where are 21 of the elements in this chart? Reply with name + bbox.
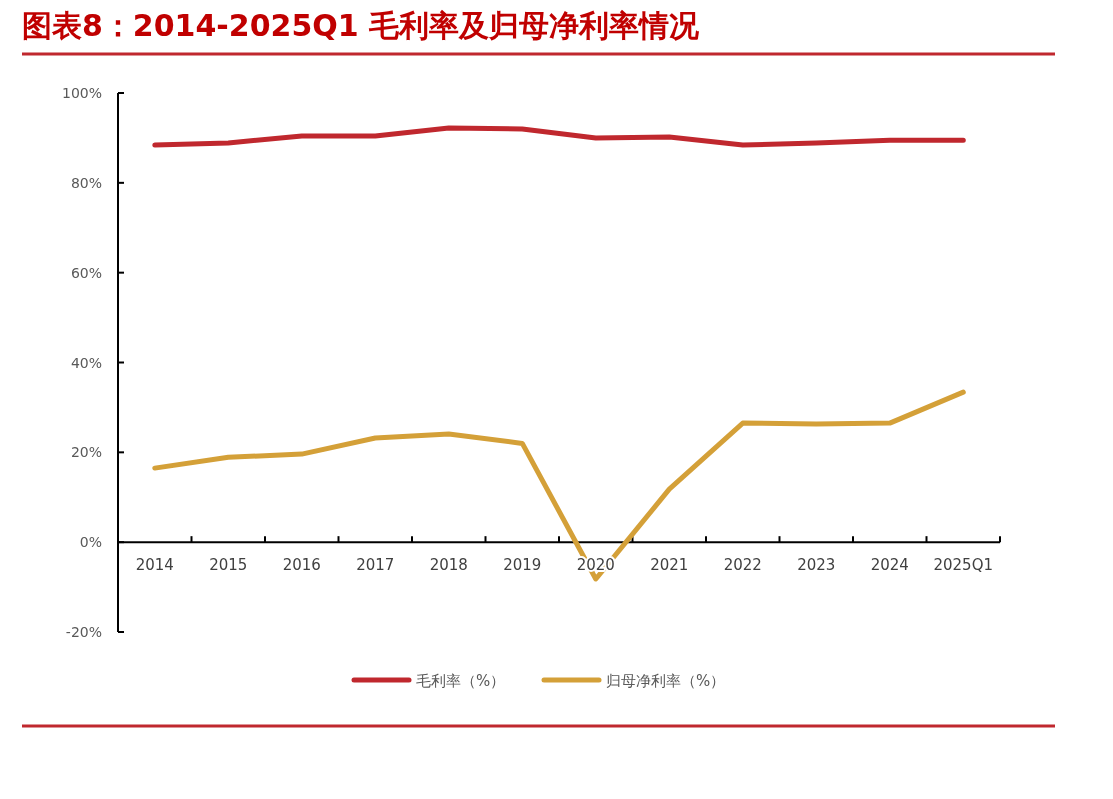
xtick: 2024 xyxy=(870,556,909,575)
title: 图表8：2014-2025Q1 毛利率及归母净利率情况 xyxy=(22,8,700,43)
ytick: 40% xyxy=(70,354,102,371)
ytick: 60% xyxy=(70,264,102,281)
xtick: 2014 xyxy=(135,556,174,575)
xtick: 2017 xyxy=(356,556,395,575)
xtick: 2025Q1 xyxy=(933,556,993,575)
ytick: 0% xyxy=(79,534,102,551)
ytick: 100% xyxy=(61,85,102,101)
xtick: 2016 xyxy=(282,556,321,575)
xtick: 2021 xyxy=(650,556,689,575)
ytick: -20% xyxy=(65,624,102,640)
xtick: 2015 xyxy=(209,556,248,575)
ytick: 20% xyxy=(70,444,102,461)
xtick: 2019 xyxy=(503,556,542,575)
xtick: 2022 xyxy=(723,556,762,575)
xtick: 2023 xyxy=(797,556,836,575)
ytick: 80% xyxy=(70,174,102,191)
legend-label: 归母净利率（%） xyxy=(606,672,726,690)
legend-label: 毛利率（%） xyxy=(416,672,506,690)
xtick: 2018 xyxy=(429,556,468,575)
